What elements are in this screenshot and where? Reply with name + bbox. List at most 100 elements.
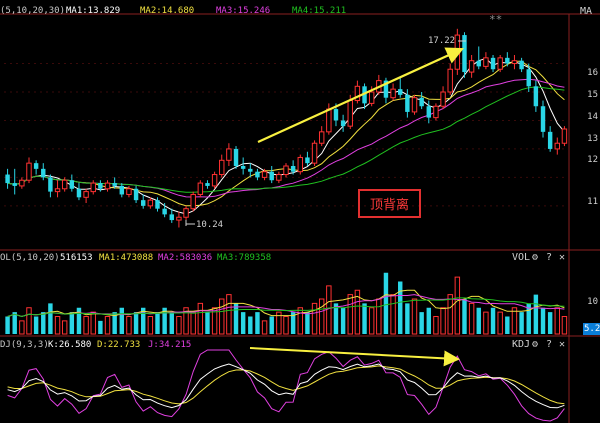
volume-bar (554, 307, 561, 335)
volume-bar (311, 302, 318, 335)
candle-body (362, 86, 367, 104)
volume-bar (419, 312, 424, 334)
star-mark: ** (489, 13, 503, 26)
candle-body (26, 162, 32, 181)
candle-body (333, 109, 339, 121)
candle-body (318, 131, 325, 144)
volume-bar (447, 294, 453, 335)
help-icon[interactable]: ? (546, 252, 553, 263)
candle-body (411, 97, 418, 113)
candle-body (311, 142, 318, 164)
candle-body (354, 85, 361, 102)
candle-body (126, 188, 132, 195)
volume-bar (454, 276, 461, 335)
candle-body (390, 88, 396, 99)
volume-bar (133, 312, 139, 334)
candle-body (561, 128, 568, 144)
volume-bar (526, 303, 531, 334)
volume-bar (104, 316, 111, 335)
ma2-value: MA2:14.680 (140, 6, 195, 16)
volume-bar (283, 316, 289, 335)
volume-bar (190, 311, 196, 335)
volume-bar (519, 312, 524, 334)
volume-bar (333, 303, 339, 334)
low-price-label: 10.24 (196, 220, 224, 230)
volume-bar (468, 302, 475, 335)
candle-body (176, 216, 182, 221)
volume-bar (147, 316, 154, 335)
candle-body (468, 60, 475, 73)
candle-body (48, 177, 53, 192)
candle-body (283, 165, 289, 176)
kdj-params: DJ(9,3,3) (0, 340, 49, 350)
volume-bar (54, 316, 61, 335)
volume-bar (162, 307, 167, 334)
candle-body (476, 60, 481, 67)
candle-body (462, 35, 467, 73)
gear-icon[interactable]: ⚙ (532, 252, 539, 263)
candle-body (169, 214, 174, 221)
high-price-label: 17.22 (428, 36, 456, 46)
volume-bar (219, 298, 225, 335)
volume-bar (490, 307, 496, 334)
candle-body (12, 183, 17, 186)
candle-body (326, 108, 332, 133)
volume-bar (326, 285, 332, 335)
volume-bar (561, 316, 568, 335)
volume-bar (90, 311, 96, 335)
kdj-button[interactable]: KDJ (512, 339, 531, 350)
kdj-help-icon[interactable]: ? (546, 339, 553, 350)
kdj-gear-icon[interactable]: ⚙ (532, 339, 539, 350)
candle-body (497, 57, 503, 70)
candle-body (98, 183, 103, 189)
volume-bar (12, 312, 17, 334)
candle-body (147, 199, 154, 207)
candle-body (440, 91, 446, 107)
volume-bar (305, 312, 310, 334)
volume-bar (61, 320, 68, 335)
volume-bar (112, 312, 117, 334)
candle-body (276, 174, 282, 181)
candle-body (447, 68, 453, 93)
candle-body (41, 168, 46, 178)
kdj-close-icon[interactable]: ✕ (559, 339, 566, 350)
volume-bar (540, 307, 546, 334)
y-tick-14: 14 (587, 112, 598, 122)
kdj-lines (7, 349, 565, 422)
volume-bar (354, 289, 361, 335)
volume-bar (248, 316, 253, 334)
volume-bar (411, 298, 418, 335)
ma3-value: MA3:15.246 (216, 6, 271, 16)
candle-body (526, 69, 531, 87)
volume-bar (33, 316, 39, 334)
candle-body (540, 106, 546, 132)
volume-bar (547, 312, 553, 334)
vol-button[interactable]: VOL (512, 252, 531, 263)
volume-bar (405, 303, 410, 334)
ma-button[interactable]: MA (580, 6, 593, 17)
volume-bar (533, 294, 539, 334)
candle-body (240, 166, 246, 169)
candle-body (226, 148, 232, 161)
volume-bar (297, 307, 303, 335)
candle-body (90, 182, 96, 193)
candle-body (483, 57, 489, 67)
candle-body (519, 60, 524, 70)
candle-body (219, 159, 225, 176)
y-tick-11: 11 (587, 197, 598, 207)
volume-ma-lines (7, 289, 565, 318)
volume-params: OL(5,10,20) (0, 253, 60, 263)
candle-body (554, 142, 561, 150)
volume-bar (26, 307, 32, 335)
close-icon[interactable]: ✕ (559, 252, 566, 263)
kdj-k-line (7, 363, 565, 409)
current-volume-tag: 5.2 (583, 323, 600, 335)
candle-body (19, 179, 25, 187)
volume-bar (197, 302, 204, 335)
candle-body (255, 171, 260, 178)
volume-value: 516153 (60, 253, 93, 263)
vol-ma3-line (7, 297, 565, 318)
candle-body (5, 174, 10, 184)
volume-bar (183, 307, 189, 335)
